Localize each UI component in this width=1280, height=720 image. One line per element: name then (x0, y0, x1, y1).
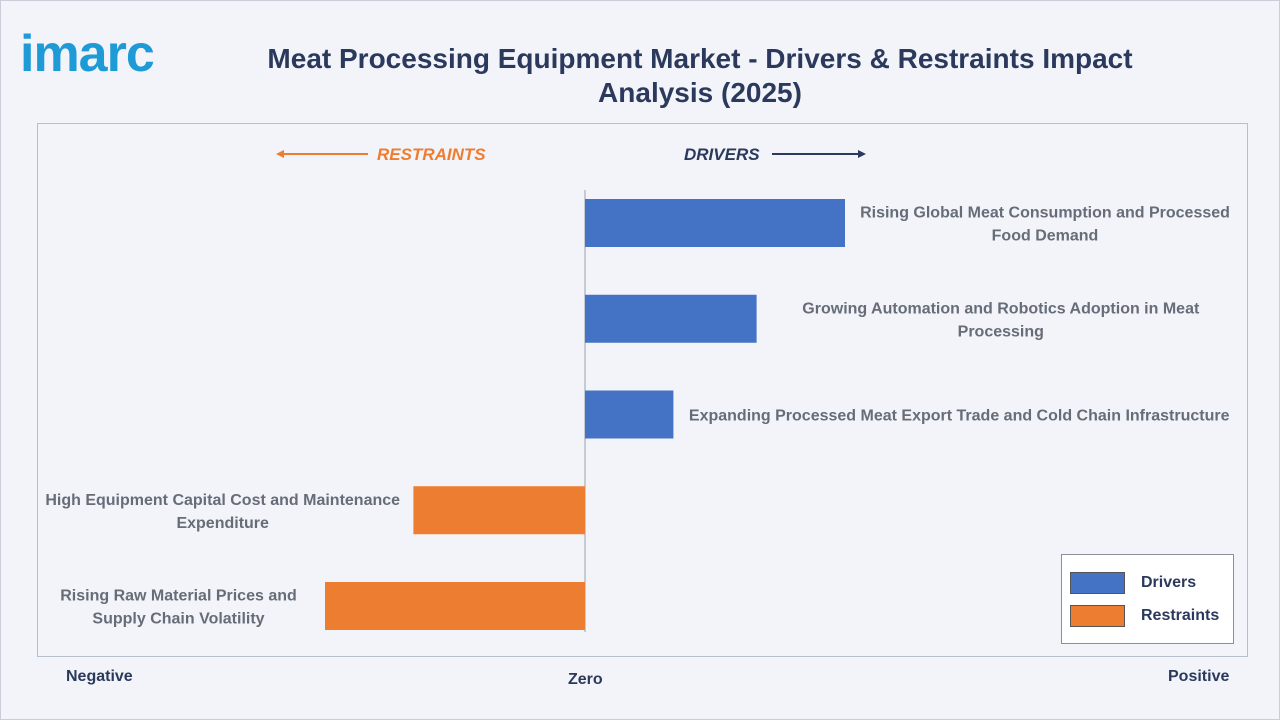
restraints-direction-label: RESTRAINTS (377, 145, 486, 164)
legend-label-drivers: Drivers (1141, 574, 1197, 591)
category-label-3: Expanding Processed Meat Export Trade an… (689, 408, 1230, 425)
category-label-1: Rising Global Meat Consumption and Proce… (860, 205, 1230, 245)
drivers-direction-label: DRIVERS (684, 145, 760, 164)
category-label-5: Rising Raw Material Prices and Supply Cha… (60, 588, 297, 628)
bar-drivers-2 (585, 294, 757, 343)
legend: Drivers Restraints (1061, 554, 1234, 644)
legend-swatch-drivers (1070, 572, 1125, 594)
legend-swatch-restraints (1070, 605, 1125, 627)
axis-label-negative: Negative (66, 668, 133, 685)
category-label-4: High Equipment Capital Cost and Maintena… (45, 492, 400, 532)
axis-label-positive: Positive (1168, 668, 1230, 685)
drivers-arrow-head (858, 150, 866, 158)
bar-drivers-1 (585, 199, 845, 247)
page-title: Meat Processing Equipment Market - Drive… (267, 43, 1133, 108)
imarc-logo: imarc (20, 25, 155, 83)
legend-item-restraints: Restraints (1070, 605, 1219, 627)
legend-label-restraints: Restraints (1141, 607, 1220, 624)
bar-restraints-5 (325, 582, 585, 630)
category-label-2: Growing Automation and Robotics Adoption… (802, 300, 1200, 340)
restraints-arrow-head (276, 150, 284, 158)
bar-restraints-4 (413, 486, 585, 535)
legend-item-drivers: Drivers (1070, 572, 1196, 594)
axis-label-zero: Zero (568, 671, 603, 688)
bar-drivers-3 (585, 390, 674, 439)
